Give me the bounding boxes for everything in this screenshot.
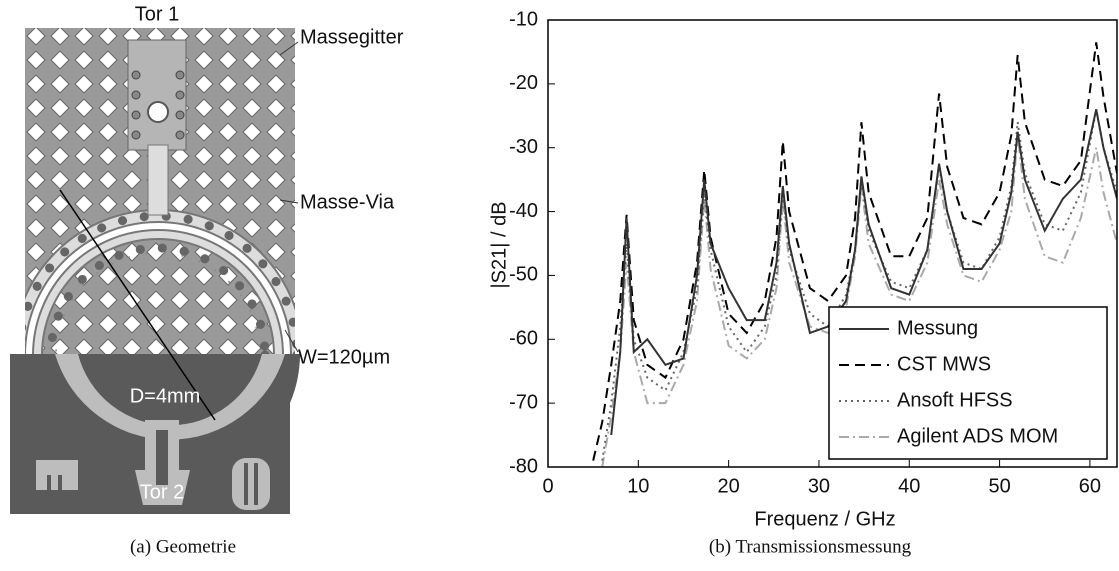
y-axis-label: |S21| / dB	[488, 201, 510, 288]
legend-label: Ansoft HFSS	[897, 389, 1013, 411]
y-tick-label: -20	[509, 72, 538, 94]
y-tick-label: -10	[509, 8, 538, 30]
width-label: W=120µm	[298, 346, 390, 368]
y-tick-label: -40	[509, 200, 538, 222]
leader-line	[284, 329, 299, 353]
x-tick-label: 0	[542, 475, 553, 497]
port-label: Tor 2	[140, 481, 184, 503]
ring-layout	[25, 39, 295, 354]
y-tick-label: -80	[509, 455, 538, 477]
x-tick-label: 30	[808, 475, 830, 497]
diameter-arrow	[59, 189, 216, 421]
via-label: Masse-Via	[300, 191, 395, 213]
x-tick-label: 40	[898, 475, 920, 497]
leader-line	[279, 199, 299, 204]
y-tick-label: -50	[509, 264, 538, 286]
caption: (a) Geometrie	[130, 536, 236, 557]
grid-label: Massegitter	[300, 26, 404, 48]
caption: (b) Transmissionsmessung	[709, 536, 912, 557]
x-axis-label: Frequenz / GHz	[754, 508, 895, 530]
leader-line	[279, 41, 299, 56]
x-tick-label: 60	[1079, 475, 1101, 497]
series-line	[592, 42, 1117, 461]
port-label: Tor 1	[135, 3, 179, 25]
plot-frame	[547, 19, 1118, 468]
legend-label: Agilent ADS MOM	[897, 425, 1058, 447]
y-tick-label: -70	[509, 391, 538, 413]
x-tick-label: 50	[988, 475, 1010, 497]
series-line	[601, 134, 1117, 467]
series-line	[610, 109, 1117, 436]
geometry-panel: Tor 1 Massegitter Masse-Via W=120µm D=4m…	[10, 3, 404, 557]
x-tick-label: 20	[718, 475, 740, 497]
legend-label: Messung	[897, 317, 978, 339]
photo-structure	[36, 354, 300, 510]
x-tick-label: 10	[627, 475, 649, 497]
legend-box	[828, 306, 1108, 460]
y-tick-label: -30	[509, 136, 538, 158]
y-tick-label: -60	[509, 328, 538, 350]
diameter-label: D=4mm	[130, 385, 201, 407]
legend-label: CST MWS	[897, 353, 991, 375]
